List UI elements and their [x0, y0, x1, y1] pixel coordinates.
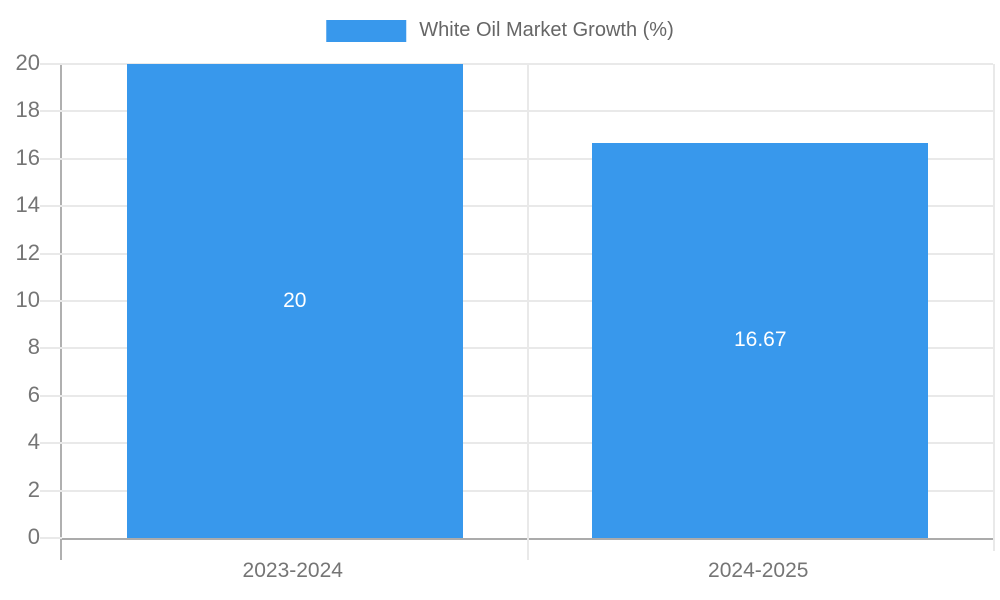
- gridline-y-16: [40, 157, 993, 160]
- gridline-y-4: [40, 442, 993, 445]
- y-tick-label-6: 6: [27, 381, 40, 407]
- bar-2024-2025[interactable]: 16.67: [592, 142, 929, 538]
- y-tick-label-4: 4: [27, 429, 40, 455]
- gridline-y-20: [40, 63, 993, 65]
- legend-swatch-icon: [326, 19, 407, 42]
- bar-value-label: 16.67: [733, 328, 787, 352]
- bar-value-label: 20: [283, 289, 307, 312]
- y-tick-label-2: 2: [27, 476, 40, 502]
- y-tick-label-20: 20: [15, 50, 40, 75]
- y-tick-label-8: 8: [27, 334, 40, 360]
- legend-label: White Oil Market Growth (%): [419, 19, 674, 41]
- gridline-y-2: [40, 489, 993, 492]
- y-tick-label-18: 18: [15, 97, 40, 123]
- x-category-label: 2024-2025: [708, 559, 809, 582]
- gridline-y-14: [40, 205, 993, 208]
- y-axis-tick-stub: [60, 540, 62, 560]
- y-tick-label-14: 14: [15, 192, 40, 218]
- y-tick-label-16: 16: [15, 144, 40, 170]
- gridline-y-8: [40, 347, 993, 350]
- bar-2023-2024[interactable]: 20: [126, 64, 463, 538]
- y-tick-label-10: 10: [15, 287, 40, 312]
- gridline-y-18: [40, 110, 993, 113]
- tick-stub-y-0: [40, 537, 62, 539]
- y-tick-label-0: 0: [27, 524, 40, 549]
- plot-area: 20 16.67: [40, 63, 995, 560]
- gridline-y-10: [40, 300, 993, 302]
- vertical-gridline-mid: [526, 64, 529, 560]
- y-tick-label-12: 12: [15, 239, 40, 265]
- x-category-label: 2023-2024: [242, 559, 343, 582]
- legend[interactable]: White Oil Market Growth (%): [326, 19, 674, 42]
- gridline-y-6: [40, 394, 993, 397]
- gridline-y-12: [40, 252, 993, 255]
- vertical-gridline-right: [993, 64, 995, 551]
